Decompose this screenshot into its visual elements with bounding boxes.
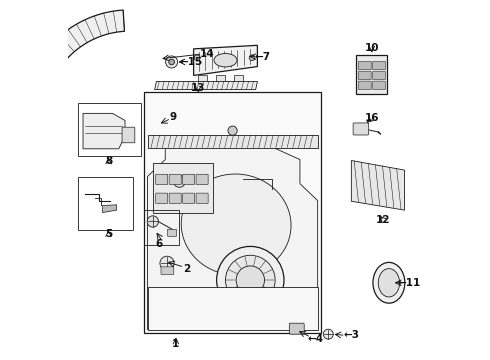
Circle shape [228, 126, 237, 135]
Circle shape [166, 56, 178, 68]
Ellipse shape [373, 262, 405, 303]
Circle shape [160, 256, 174, 270]
FancyBboxPatch shape [144, 92, 321, 333]
FancyBboxPatch shape [234, 76, 243, 83]
Polygon shape [147, 145, 318, 329]
Text: 16: 16 [365, 113, 379, 123]
FancyBboxPatch shape [153, 163, 213, 213]
Circle shape [249, 55, 255, 60]
Polygon shape [351, 161, 405, 210]
FancyBboxPatch shape [169, 193, 181, 203]
Circle shape [173, 175, 185, 187]
FancyBboxPatch shape [372, 81, 385, 90]
Polygon shape [147, 135, 318, 148]
Ellipse shape [214, 54, 237, 67]
Text: 5: 5 [105, 229, 112, 239]
Polygon shape [102, 205, 117, 213]
Polygon shape [155, 81, 257, 90]
Circle shape [217, 247, 284, 314]
FancyBboxPatch shape [358, 71, 371, 80]
Polygon shape [194, 45, 257, 76]
FancyBboxPatch shape [196, 174, 208, 185]
FancyBboxPatch shape [198, 76, 207, 83]
Ellipse shape [378, 269, 399, 297]
Text: 8: 8 [105, 156, 112, 166]
FancyBboxPatch shape [183, 193, 195, 203]
Text: 6: 6 [156, 239, 163, 249]
FancyBboxPatch shape [289, 323, 304, 334]
Text: ←4: ←4 [308, 334, 324, 344]
FancyBboxPatch shape [183, 174, 195, 185]
Circle shape [323, 329, 333, 339]
Text: ←11: ←11 [397, 278, 420, 288]
FancyBboxPatch shape [161, 267, 174, 275]
Text: 2: 2 [183, 264, 190, 274]
FancyBboxPatch shape [147, 287, 318, 329]
Circle shape [195, 55, 200, 60]
Circle shape [236, 266, 265, 294]
Text: ←15: ←15 [179, 57, 203, 67]
FancyBboxPatch shape [169, 174, 181, 185]
Text: ←3: ←3 [343, 330, 359, 340]
Text: 10: 10 [365, 43, 379, 53]
Text: 14: 14 [199, 49, 214, 59]
Text: ←7: ←7 [255, 51, 271, 62]
Text: 1: 1 [172, 339, 179, 349]
FancyBboxPatch shape [196, 193, 208, 203]
FancyBboxPatch shape [156, 193, 168, 203]
FancyBboxPatch shape [122, 127, 135, 143]
FancyBboxPatch shape [216, 76, 225, 83]
Polygon shape [24, 10, 124, 143]
FancyBboxPatch shape [358, 61, 371, 70]
FancyBboxPatch shape [356, 55, 388, 94]
Circle shape [169, 59, 174, 65]
Text: 9: 9 [170, 112, 177, 122]
Ellipse shape [181, 174, 291, 275]
FancyBboxPatch shape [372, 71, 385, 80]
FancyBboxPatch shape [156, 174, 168, 185]
Circle shape [225, 255, 275, 305]
Text: 12: 12 [376, 215, 391, 225]
FancyBboxPatch shape [372, 61, 385, 70]
Circle shape [147, 216, 159, 227]
Polygon shape [83, 113, 125, 149]
FancyBboxPatch shape [353, 123, 368, 135]
Text: 13: 13 [191, 83, 205, 93]
FancyBboxPatch shape [168, 229, 176, 237]
FancyBboxPatch shape [358, 81, 371, 90]
